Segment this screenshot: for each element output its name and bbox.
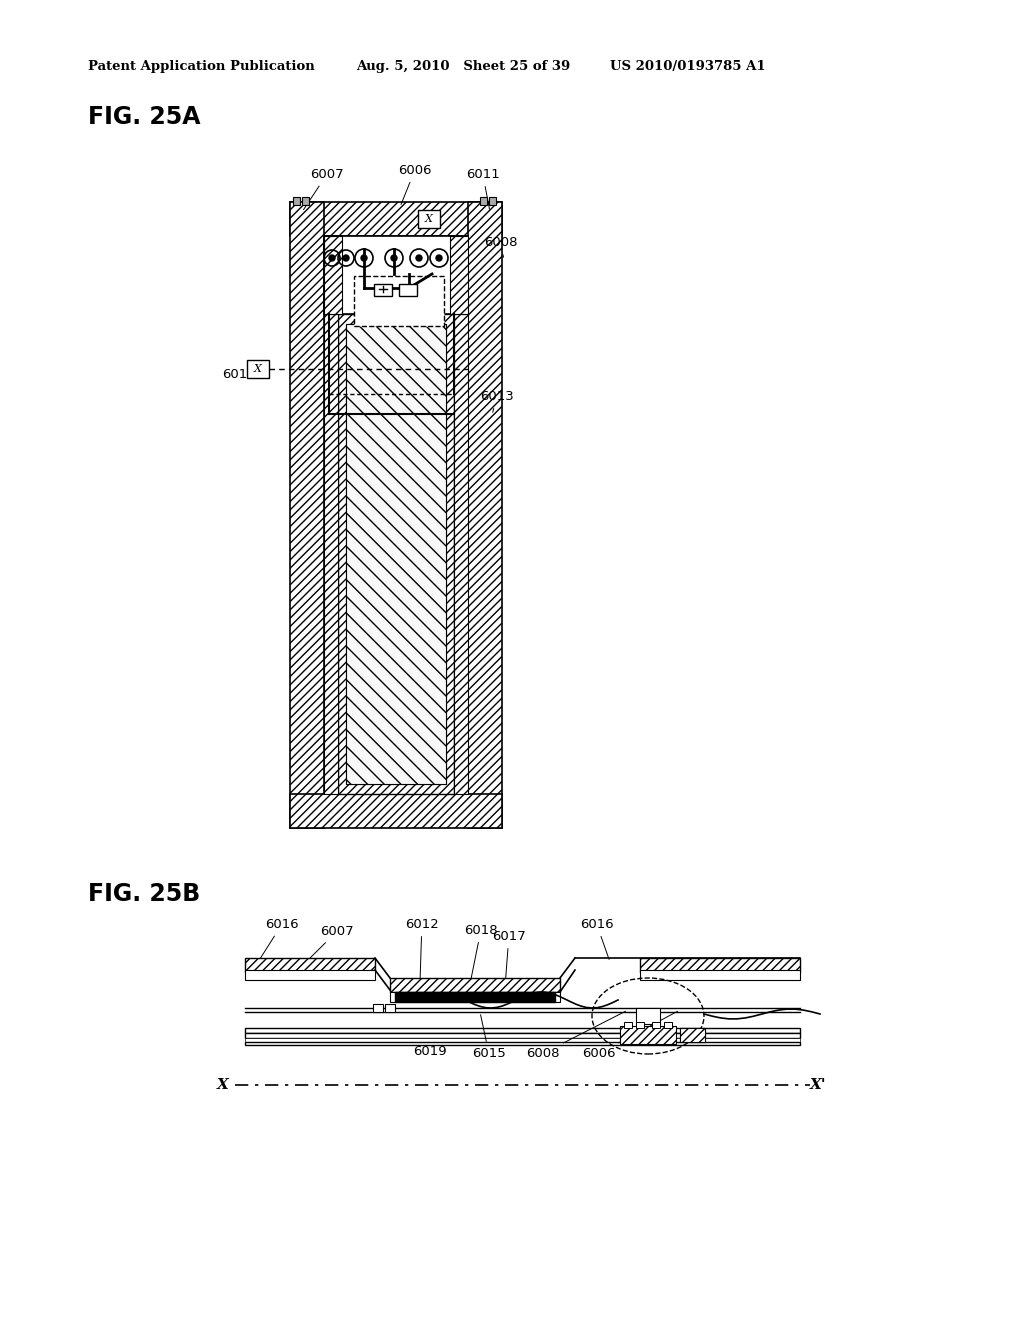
Text: 6006: 6006 [582, 1011, 678, 1060]
Bar [450, 236, 468, 314]
Circle shape [436, 255, 442, 261]
Bar [680, 1028, 705, 1041]
Text: FIG. 25B: FIG. 25B [88, 882, 201, 906]
Bar [624, 1022, 632, 1028]
Bar [302, 197, 309, 205]
Bar [468, 202, 502, 828]
Bar [373, 1005, 383, 1012]
Bar [293, 197, 300, 205]
Text: 6017: 6017 [492, 931, 525, 985]
Text: US 2010/0193785 A1: US 2010/0193785 A1 [610, 59, 766, 73]
Bar [338, 314, 454, 795]
Bar [346, 323, 446, 784]
Bar [290, 202, 502, 236]
Text: 6008: 6008 [484, 236, 517, 257]
Bar [245, 970, 375, 979]
Bar [620, 1026, 676, 1044]
Bar [390, 993, 560, 1002]
Bar [480, 197, 487, 205]
Bar [652, 1022, 660, 1028]
Text: 6018: 6018 [464, 924, 498, 981]
Bar [324, 236, 468, 314]
Circle shape [416, 255, 422, 261]
Bar [245, 958, 375, 972]
Bar [290, 795, 502, 828]
Bar [290, 202, 324, 828]
Bar [324, 314, 338, 795]
Bar [385, 1005, 395, 1012]
Bar [245, 1041, 800, 1045]
Bar [247, 360, 269, 378]
Bar [354, 276, 444, 326]
Bar [390, 978, 560, 993]
Bar [395, 993, 555, 1002]
Bar [489, 197, 496, 205]
Text: 6015: 6015 [222, 368, 256, 381]
Text: 6019: 6019 [414, 1045, 446, 1059]
Text: 6013: 6013 [480, 389, 514, 412]
Circle shape [391, 255, 397, 261]
Text: 6005: 6005 [357, 288, 390, 301]
Text: Aug. 5, 2010   Sheet 25 of 39: Aug. 5, 2010 Sheet 25 of 39 [356, 59, 570, 73]
Bar [245, 1028, 800, 1034]
Circle shape [343, 255, 349, 261]
Text: 6016: 6016 [580, 917, 613, 960]
Bar [640, 958, 800, 972]
Text: X': X' [810, 1078, 826, 1092]
Bar [399, 284, 417, 296]
Text: X: X [217, 1078, 229, 1092]
Text: Patent Application Publication: Patent Application Publication [88, 59, 314, 73]
Bar [324, 236, 342, 314]
Text: FIG. 25A: FIG. 25A [88, 106, 201, 129]
Text: X: X [254, 364, 262, 374]
Text: 6007: 6007 [307, 925, 353, 961]
Bar [636, 1008, 660, 1024]
Text: 6012: 6012 [406, 917, 438, 979]
Bar [636, 1022, 644, 1028]
Bar [454, 314, 468, 795]
Bar [418, 210, 440, 228]
Circle shape [361, 255, 367, 261]
Text: 6011: 6011 [466, 168, 500, 210]
Bar [640, 970, 800, 979]
Bar [245, 1034, 800, 1038]
Bar [680, 1028, 705, 1041]
Text: 6006: 6006 [398, 164, 431, 205]
Text: 6016: 6016 [259, 917, 299, 960]
Bar [346, 323, 446, 784]
Text: 6015: 6015 [472, 1015, 506, 1060]
Bar [245, 1038, 800, 1041]
Bar [374, 284, 392, 296]
Circle shape [329, 255, 335, 261]
Text: 6008: 6008 [526, 1011, 626, 1060]
Text: X: X [425, 214, 433, 224]
Text: 6007: 6007 [303, 168, 344, 210]
Bar [664, 1022, 672, 1028]
